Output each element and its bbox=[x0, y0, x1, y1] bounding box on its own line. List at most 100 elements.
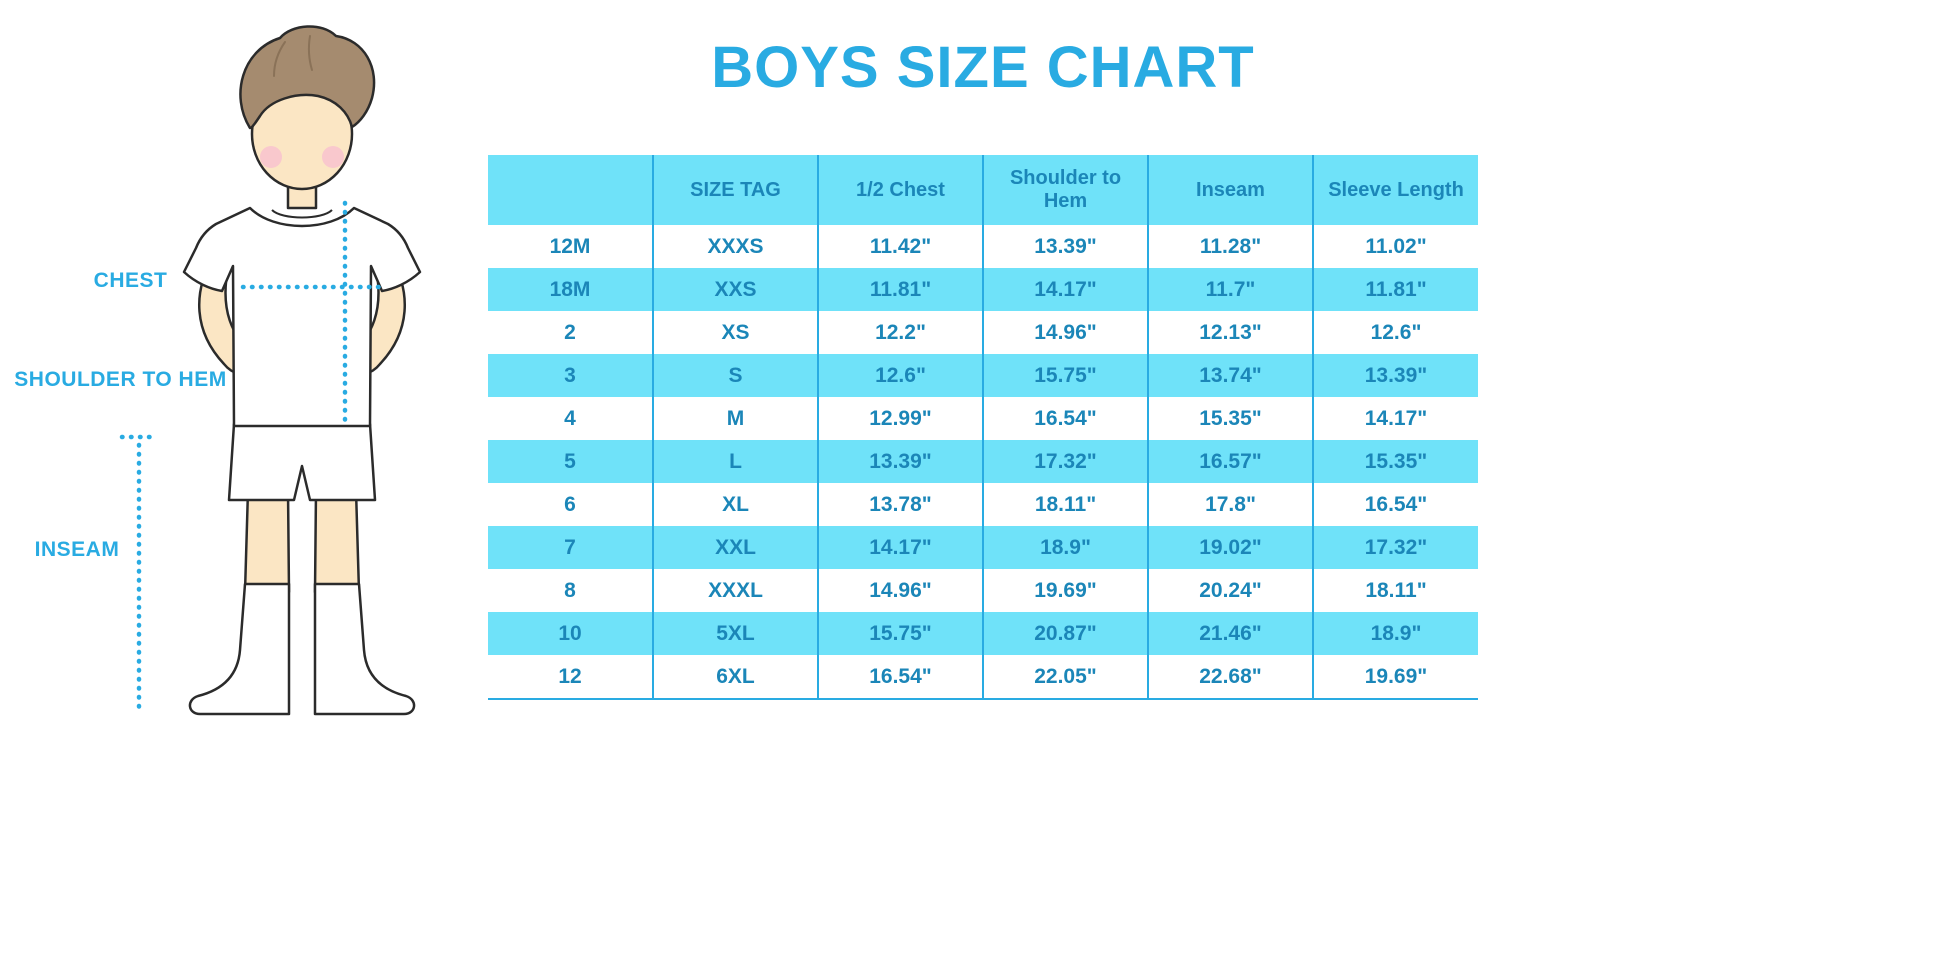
table-row: 5 L 13.39" 17.32" 16.57" 15.35" bbox=[488, 440, 1478, 483]
table-cell: 18.9" bbox=[1312, 612, 1478, 655]
table-cell: 14.17" bbox=[982, 268, 1148, 311]
table-cell: 4 bbox=[564, 406, 576, 430]
table-cell: 6 bbox=[564, 492, 576, 516]
right-blush bbox=[322, 146, 344, 168]
collar bbox=[271, 209, 333, 219]
table-row: 12M XXXS 11.42" 13.39" 11.28" 11.02" bbox=[488, 225, 1478, 268]
table-cell: 12.2" bbox=[817, 311, 983, 354]
table-cell: 7 bbox=[488, 526, 653, 569]
table-cell: 18M bbox=[488, 268, 653, 311]
table-row: 10 5XL 15.75" 20.87" 21.46" 18.9" bbox=[488, 612, 1478, 655]
table-cell: L bbox=[652, 440, 818, 483]
table-cell: 21.46" bbox=[1147, 612, 1313, 655]
table-cell: XXXL bbox=[652, 569, 818, 612]
size-table-header-row: SIZE TAG 1/2 Chest Shoulder to Hem Inseam Sl… bbox=[488, 155, 1478, 225]
table-cell: 14.17" bbox=[1312, 397, 1478, 440]
table-cell: 12 bbox=[558, 664, 582, 688]
table-cell: 14.96" bbox=[817, 569, 983, 612]
column-header: Shoulder to Hem bbox=[982, 155, 1148, 225]
table-cell: 12.6" bbox=[1312, 311, 1478, 354]
boy-illustration bbox=[119, 25, 422, 717]
table-cell: XL bbox=[652, 483, 818, 526]
table-cell: 8 bbox=[564, 578, 576, 602]
table-cell: 12.13" bbox=[1147, 311, 1313, 354]
table-cell: 5XL bbox=[652, 612, 818, 655]
table-cell: 17.8" bbox=[1147, 483, 1313, 526]
table-row: 12 6XL 16.54" 22.05" 22.68" 19.69" bbox=[488, 655, 1478, 699]
table-cell: 19.02" bbox=[1147, 526, 1313, 569]
column-header: Inseam bbox=[1147, 155, 1313, 225]
table-cell: 13.78" bbox=[817, 483, 983, 526]
table-cell: 3 bbox=[488, 354, 653, 397]
table-cell: 12.6" bbox=[817, 354, 983, 397]
table-cell: 11.81" bbox=[1312, 268, 1478, 311]
table-row: 2 XS 12.2" 14.96" 12.13" 12.6" bbox=[488, 311, 1478, 354]
table-cell: 12M bbox=[549, 234, 591, 258]
table-cell: 12.99" bbox=[817, 397, 983, 440]
table-cell: 16.54" bbox=[982, 397, 1148, 440]
column-header: 1/2 Chest bbox=[817, 155, 983, 225]
table-cell: 11.28" bbox=[1147, 225, 1313, 268]
table-cell: 19.69" bbox=[1312, 655, 1478, 699]
table-cell: 17.32" bbox=[1312, 526, 1478, 569]
column-header bbox=[488, 155, 653, 225]
table-cell: 15.75" bbox=[817, 612, 983, 655]
inseam-label: INSEAM bbox=[34, 538, 120, 561]
table-row: 18M XXS 11.81" 14.17" 11.7" 11.81" bbox=[488, 268, 1478, 311]
table-cell: 15.35" bbox=[1312, 440, 1478, 483]
table-cell: 16.54" bbox=[817, 655, 983, 699]
table-row: 3 S 12.6" 15.75" 13.74" 13.39" bbox=[488, 354, 1478, 397]
table-cell: 13.39" bbox=[982, 225, 1148, 268]
table-cell: 5 bbox=[488, 440, 653, 483]
table-row: 4 M 12.99" 16.54" 15.35" 14.17" bbox=[488, 397, 1478, 440]
table-cell: 15.35" bbox=[1147, 397, 1313, 440]
size-table: SIZE TAG 1/2 Chest Shoulder to Hem Inseam Sl… bbox=[488, 155, 1478, 700]
t-shirt bbox=[182, 206, 422, 428]
left-sock bbox=[188, 582, 291, 716]
column-header: SIZE TAG bbox=[652, 155, 818, 225]
table-cell: 13.74" bbox=[1147, 354, 1313, 397]
table-cell: 17.32" bbox=[982, 440, 1148, 483]
column-header: Sleeve Length bbox=[1312, 155, 1478, 225]
table-cell: 16.57" bbox=[1147, 440, 1313, 483]
table-cell: 11.81" bbox=[817, 268, 983, 311]
table-cell: 18.11" bbox=[1312, 569, 1478, 612]
table-cell: 15.75" bbox=[982, 354, 1148, 397]
chest-label: CHEST bbox=[93, 269, 168, 292]
table-cell: 19.69" bbox=[982, 569, 1148, 612]
table-cell: 2 bbox=[564, 320, 576, 344]
size-table-body: 12M XXXS 11.42" 13.39" 11.28" 11.02" 18M XXS 11.… bbox=[488, 225, 1478, 699]
table-row: 6 XL 13.78" 18.11" 17.8" 16.54" bbox=[488, 483, 1478, 526]
table-cell: 20.24" bbox=[1147, 569, 1313, 612]
hair-strand bbox=[273, 35, 313, 77]
shorts bbox=[227, 422, 377, 502]
table-cell: 14.96" bbox=[982, 311, 1148, 354]
table-cell: 18.11" bbox=[982, 483, 1148, 526]
table-cell: 6XL bbox=[652, 655, 818, 699]
table-cell: 22.68" bbox=[1147, 655, 1313, 699]
size-table-head: SIZE TAG 1/2 Chest Shoulder to Hem Inseam Sl… bbox=[488, 155, 1478, 225]
table-row: 7 XXL 14.17" 18.9" 19.02" 17.32" bbox=[488, 526, 1478, 569]
table-row: 8 XXXL 14.96" 19.69" 20.24" 18.11" bbox=[488, 569, 1478, 612]
table-cell: 10 bbox=[488, 612, 653, 655]
left-blush bbox=[260, 146, 282, 168]
table-cell: 13.39" bbox=[817, 440, 983, 483]
right-sock bbox=[313, 582, 416, 716]
shoulder-to-hem-label: SHOULDER TO HEM bbox=[14, 368, 227, 391]
table-cell: 18.9" bbox=[982, 526, 1148, 569]
table-cell: M bbox=[652, 397, 818, 440]
table-cell: 11.7" bbox=[1147, 268, 1313, 311]
left-leg bbox=[243, 488, 291, 594]
table-cell: XS bbox=[652, 311, 818, 354]
table-cell: 11.02" bbox=[1312, 225, 1478, 268]
table-cell: 11.42" bbox=[817, 225, 983, 268]
table-cell: XXL bbox=[652, 526, 818, 569]
page-title: BOYS SIZE CHART bbox=[711, 35, 1255, 100]
table-cell: XXXS bbox=[652, 225, 818, 268]
table-cell: 14.17" bbox=[817, 526, 983, 569]
hair bbox=[239, 25, 376, 130]
table-cell: 13.39" bbox=[1312, 354, 1478, 397]
table-cell: XXS bbox=[652, 268, 818, 311]
table-cell: S bbox=[652, 354, 818, 397]
